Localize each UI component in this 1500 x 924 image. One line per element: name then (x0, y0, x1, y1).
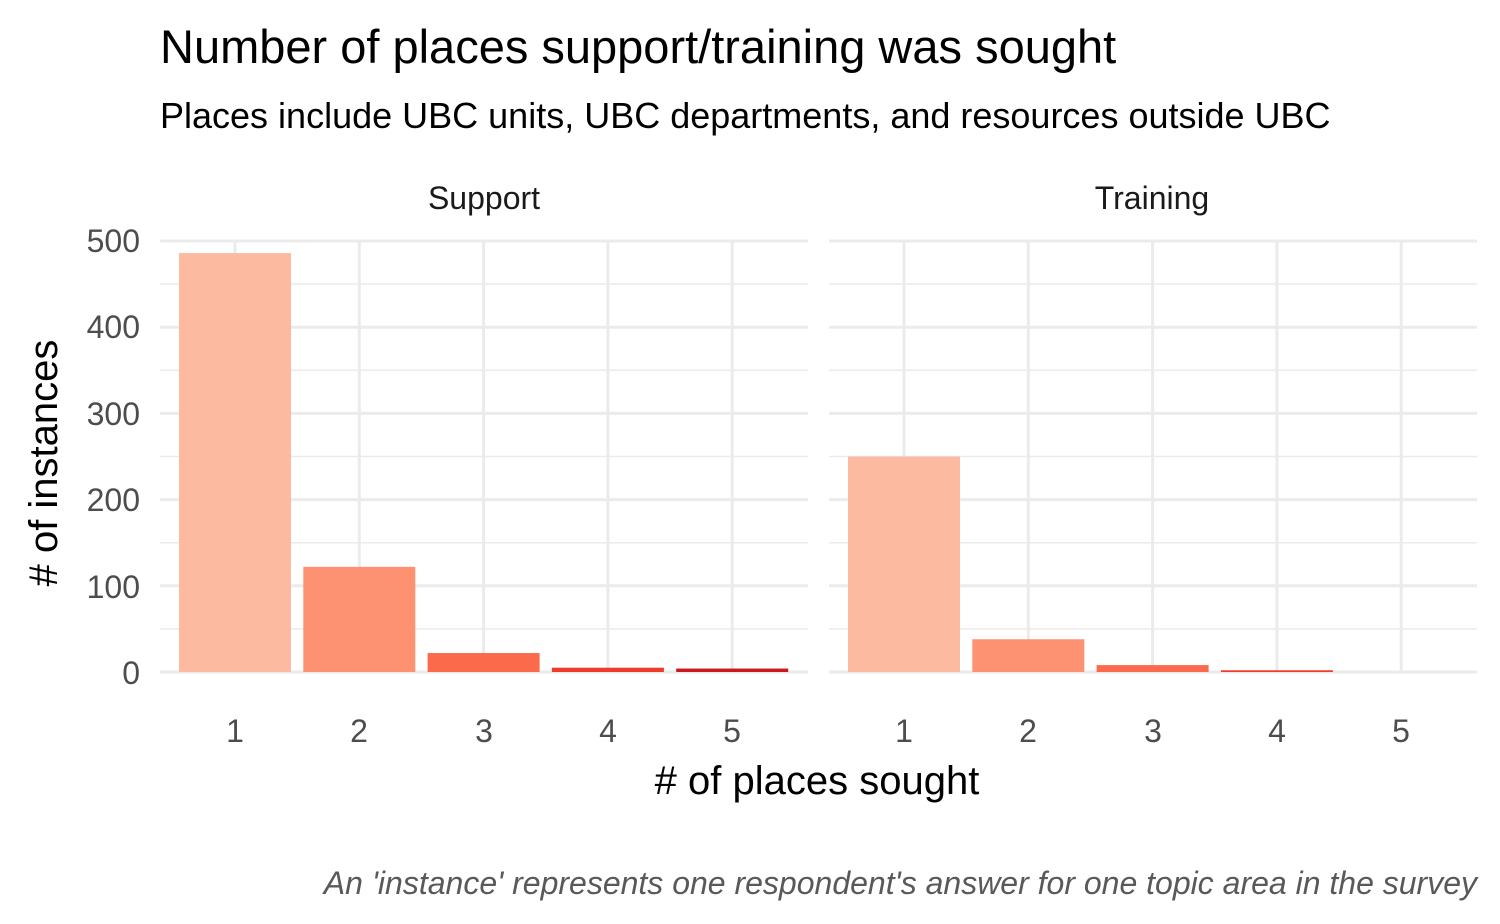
chart-subtitle: Places include UBC units, UBC department… (160, 95, 1331, 136)
x-axis-ticks-support: 1 2 3 4 5 (226, 713, 741, 749)
facet-label-support: Support (428, 180, 540, 216)
x-tick-label: 2 (350, 713, 368, 749)
bar-training-1 (848, 456, 960, 672)
x-tick-label: 3 (1144, 713, 1162, 749)
y-tick-label: 100 (87, 569, 140, 605)
x-tick-label: 4 (1268, 713, 1286, 749)
y-tick-label: 400 (87, 309, 140, 345)
bar-training-4 (1220, 670, 1333, 672)
x-tick-label: 3 (475, 713, 493, 749)
x-tick-label: 1 (226, 713, 244, 749)
bars (179, 253, 1333, 672)
y-axis-ticks: 0 100 200 300 400 500 (87, 223, 140, 691)
bar-support-5 (676, 668, 789, 672)
bar-training-2 (972, 639, 1085, 672)
y-tick-label: 0 (122, 655, 140, 691)
bar-support-2 (303, 566, 416, 672)
chart-caption: An 'instance' represents one respondent'… (322, 865, 1479, 901)
x-axis-title: # of places sought (655, 759, 980, 803)
y-tick-label: 300 (87, 396, 140, 432)
bar-support-1 (179, 253, 291, 672)
x-tick-label: 4 (599, 713, 617, 749)
y-tick-label: 500 (87, 223, 140, 259)
y-axis-title: # of instances (22, 340, 66, 587)
y-tick-label: 200 (87, 482, 140, 518)
chart-title: Number of places support/training was so… (160, 20, 1116, 73)
x-tick-label: 5 (723, 713, 741, 749)
bar-support-3 (427, 653, 540, 672)
x-tick-label: 1 (895, 713, 913, 749)
bar-training-3 (1096, 665, 1209, 672)
x-tick-label: 2 (1019, 713, 1037, 749)
x-axis-ticks-training: 1 2 3 4 5 (895, 713, 1410, 749)
x-tick-label: 5 (1392, 713, 1410, 749)
bar-support-4 (551, 667, 664, 672)
facet-label-training: Training (1095, 180, 1209, 216)
